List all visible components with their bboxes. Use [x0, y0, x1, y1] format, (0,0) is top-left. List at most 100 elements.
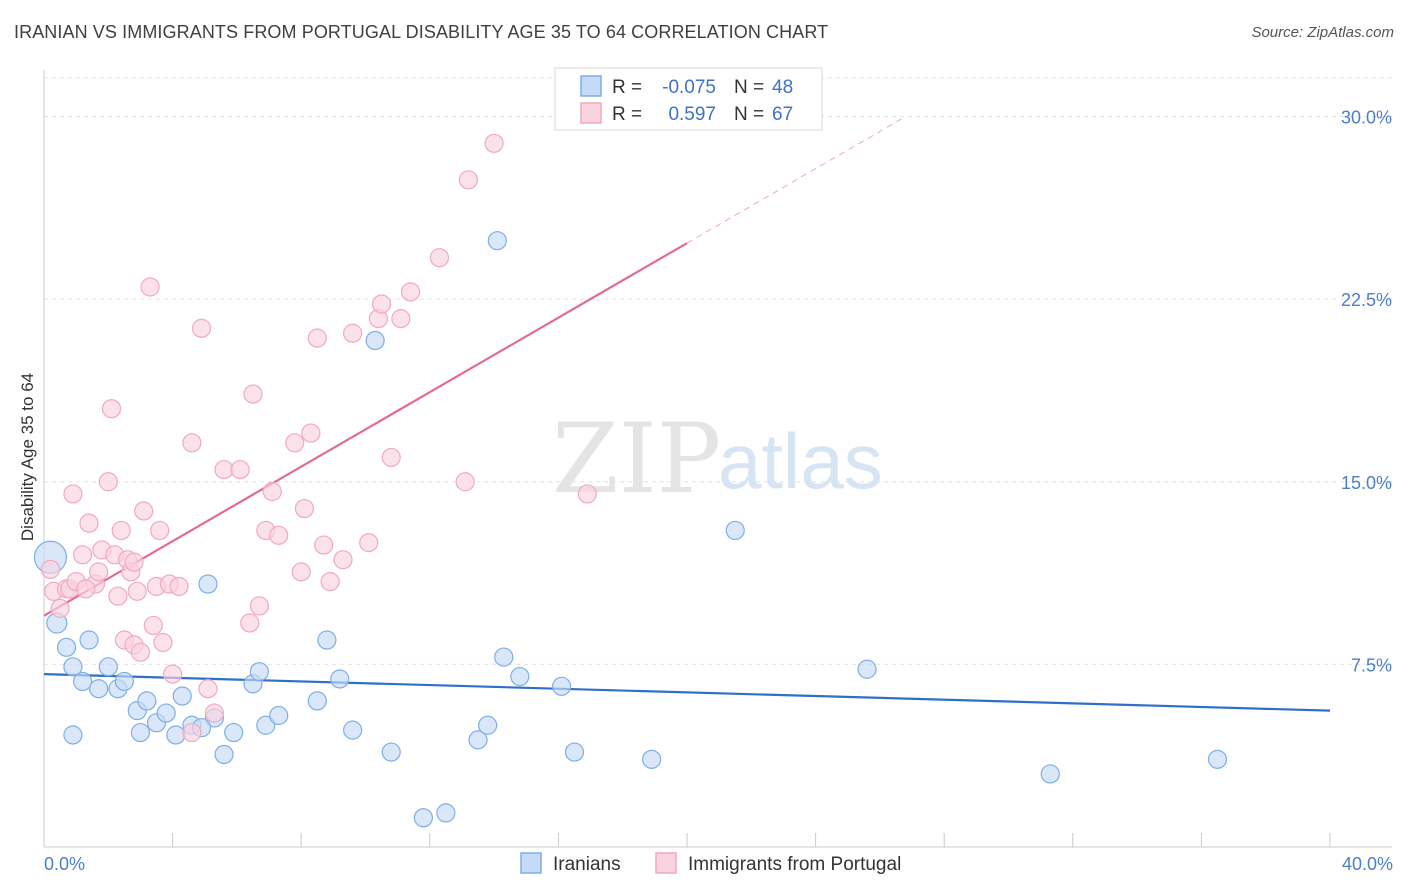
iranians-point-7	[98, 657, 118, 677]
legend-n-label-2: N =	[734, 104, 764, 125]
portugal-point-13	[101, 399, 122, 419]
iranians-point-24	[256, 715, 276, 735]
iranians-point-41	[642, 749, 662, 769]
iranians-point-31	[381, 742, 401, 762]
y-tick-label-1: 15.0%	[1341, 473, 1392, 493]
portugal-point-21	[127, 581, 147, 601]
portugal-point-66	[76, 579, 96, 599]
portugal-point-22	[130, 642, 151, 662]
iranians-point-37	[494, 647, 514, 667]
portugal-point-51	[333, 550, 353, 570]
y-tick-labels: 7.5% 15.0% 22.5% 30.0%	[1341, 108, 1392, 676]
iranians-point-14	[156, 703, 176, 723]
iranians-point-40	[564, 742, 585, 762]
portugal-point-24	[140, 277, 160, 297]
portugal-point-8	[79, 513, 99, 533]
portugal-point-15	[108, 586, 128, 606]
portugal-point-36	[214, 459, 234, 480]
portugal-point-43	[269, 525, 289, 545]
watermark-atlas: atlas	[718, 417, 883, 505]
portugal-point-37	[230, 459, 250, 480]
data-points	[33, 133, 1228, 828]
iranians-point-21	[224, 722, 244, 743]
portugal-point-52	[343, 323, 363, 343]
y-tick-label-0: 7.5%	[1351, 655, 1392, 675]
chart-source: Source: ZipAtlas.com	[1251, 24, 1394, 41]
portugal-point-55	[371, 294, 392, 314]
x-tick-marks	[172, 833, 1331, 847]
portugal-point-39	[243, 384, 263, 404]
portugal-point-49	[314, 535, 334, 555]
iranians-point-4	[72, 671, 93, 692]
portugal-point-63	[577, 484, 597, 504]
iranians-point-33	[436, 803, 456, 823]
portugal-point-47	[301, 423, 321, 443]
portugal-point-31	[169, 576, 189, 597]
iranians-point-25	[269, 705, 289, 726]
legend-r-value-1: -0.075	[662, 77, 716, 98]
portugal-point-10	[89, 562, 109, 582]
portugal-point-23	[134, 501, 154, 521]
y-tick-label-2: 22.5%	[1341, 290, 1392, 310]
iranians-trend-line	[43, 673, 1331, 712]
portugal-point-30	[163, 664, 183, 684]
portugal-point-62	[484, 133, 504, 153]
portugal-point-53	[359, 533, 379, 553]
stats-legend: R = -0.075 N = 48 R = 0.597 N = 67	[554, 67, 823, 131]
series-legend: Iranians Immigrants from Portugal	[520, 852, 901, 875]
portugal-point-27	[150, 520, 170, 541]
iranians-point-36	[487, 231, 507, 251]
portugal-point-28	[153, 632, 173, 653]
iranians-point-23	[249, 662, 270, 682]
iranians-point-44	[1040, 764, 1060, 784]
portugal-trend-extension	[686, 116, 906, 244]
portugal-point-65	[124, 552, 144, 572]
iranians-point-27	[317, 630, 337, 650]
portugal-point-64	[182, 722, 202, 743]
portugal-point-16	[111, 520, 131, 541]
iranians-point-32	[413, 808, 433, 828]
axes	[43, 70, 1392, 848]
portugal-point-35	[204, 703, 224, 723]
portugal-point-32	[182, 433, 202, 453]
portugal-point-46	[294, 498, 315, 519]
chart-title: IRANIAN VS IMMIGRANTS FROM PORTUGAL DISA…	[14, 22, 829, 42]
portugal-trend-line	[43, 242, 688, 617]
legend-r-label-1: R =	[612, 77, 642, 98]
iranians-point-11	[130, 722, 151, 743]
iranians-point-26	[307, 691, 327, 711]
iranians-point-12	[137, 691, 157, 711]
legend-r-value-2: 0.597	[668, 104, 716, 125]
portugal-point-0	[40, 559, 61, 580]
portugal-point-25	[143, 615, 163, 636]
iranians-point-29	[343, 720, 363, 740]
iranians-point-9	[114, 671, 134, 692]
iranians-point-18	[198, 574, 218, 594]
legend-n-label-1: N =	[734, 77, 764, 98]
iranians-point-5	[79, 630, 99, 650]
legend-n-value-2: 67	[772, 104, 793, 125]
iranians-point-6	[89, 679, 109, 699]
portugal-point-60	[455, 472, 475, 492]
portugal-point-56	[381, 447, 401, 468]
portugal-point-59	[429, 248, 450, 268]
legend-swatch-iranians	[580, 75, 602, 97]
portugal-point-2	[50, 598, 70, 618]
iranians-point-30	[365, 330, 385, 351]
portugal-point-58	[400, 282, 421, 302]
portugal-point-44	[285, 433, 305, 453]
bottom-legend-label-iranians: Iranians	[553, 854, 621, 875]
bottom-legend-swatch-iranians	[520, 852, 542, 874]
portugal-point-33	[191, 318, 212, 338]
iranians-point-38	[510, 666, 530, 687]
watermark-zip: ZIP	[552, 403, 721, 515]
portugal-point-5	[63, 484, 83, 504]
portugal-point-12	[98, 472, 118, 492]
x-tick-label-0: 0.0%	[44, 854, 85, 874]
iranians-point-39	[552, 676, 572, 696]
bottom-legend-label-portugal: Immigrants from Portugal	[688, 854, 901, 875]
iranians-point-42	[725, 520, 745, 541]
portugal-point-61	[458, 170, 478, 190]
iranians-point-35	[478, 715, 498, 735]
